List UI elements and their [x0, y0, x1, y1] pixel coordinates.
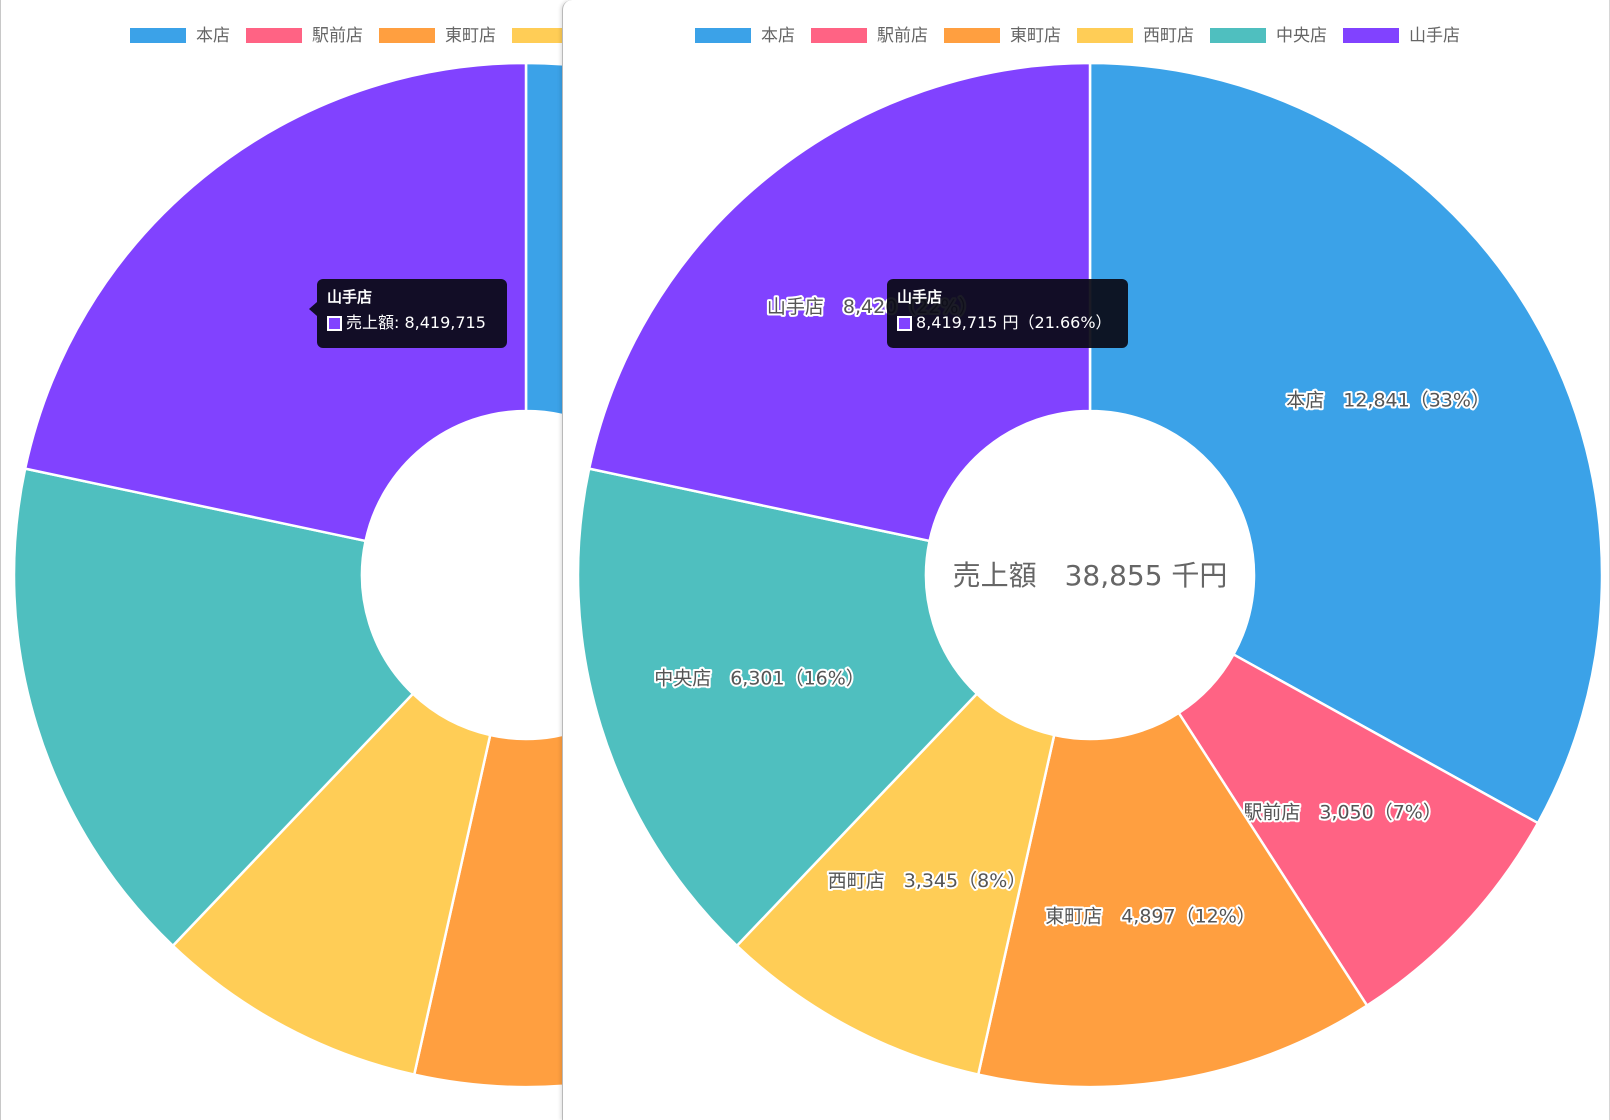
right-legend-label-1: 本店 — [761, 26, 795, 46]
right-donut-label-slice-2: 駅前店 3,050（7%） — [1243, 802, 1442, 824]
right-legend-swatch-5 — [1210, 28, 1266, 43]
right-tooltip: 山手店 8,419,715 円（21.66%） — [887, 279, 1128, 348]
left-legend-swatch-4 — [512, 28, 563, 43]
right-legend-label-3: 東町店 — [1010, 26, 1061, 46]
left-legend-item-4[interactable]: 西町店 — [512, 26, 563, 46]
right-legend-item-5[interactable]: 中央店 — [1210, 26, 1327, 46]
left-legend-item-1[interactable]: 本店 — [130, 26, 230, 46]
left-donut-slice-3[interactable] — [412, 713, 563, 1089]
left-legend-label-1: 本店 — [196, 26, 230, 46]
right-donut-slice-5[interactable] — [576, 467, 979, 947]
right-donut-label-slice-1: 本店 12,841（33%） — [1286, 389, 1490, 411]
right-tooltip-value: 8,419,715 円（21.66%） — [916, 313, 1112, 332]
left-tooltip: 山手店 売上額: 8,419,715 — [317, 279, 507, 348]
right-tooltip-swatch — [897, 315, 912, 331]
right-legend-swatch-2 — [811, 28, 867, 43]
right-donut-chart: 本店 12,841（33%） 駅前店 3,050（7%） 東町店 4,897（12%… — [576, 26, 1604, 1089]
left-legend-item-3[interactable]: 東町店 — [379, 26, 496, 46]
right-tooltip-body: 8,419,715 円（21.66%） — [897, 313, 1118, 333]
right-chart-panel: 本店 12,841（33%） 駅前店 3,050（7%） 東町店 4,897（12%… — [562, 0, 1610, 1120]
right-legend-item-2[interactable]: 駅前店 — [811, 26, 928, 46]
right-legend-label-4: 西町店 — [1143, 26, 1194, 46]
right-donut-slice-6[interactable] — [587, 61, 1092, 543]
right-legend-swatch-4 — [1077, 28, 1133, 43]
right-donut-slice-4[interactable] — [735, 692, 1056, 1076]
left-legend-label-2: 駅前店 — [312, 26, 363, 46]
right-legend-swatch-3 — [944, 28, 1000, 43]
right-legend-label-2: 駅前店 — [877, 26, 928, 46]
left-legend-label-3: 東町店 — [445, 26, 496, 46]
right-legend-label-5: 中央店 — [1276, 26, 1327, 46]
left-legend-item-2[interactable]: 駅前店 — [246, 26, 363, 46]
right-donut-label-slice-5: 中央店 6,301（16%） — [654, 667, 865, 689]
right-tooltip-title: 山手店 — [897, 288, 943, 306]
left-donut-slice-6[interactable] — [23, 61, 528, 543]
left-donut-slice-4[interactable] — [171, 692, 492, 1076]
left-donut-slice-5[interactable] — [12, 467, 415, 947]
left-tooltip-caret — [309, 302, 317, 316]
left-legend-swatch-3 — [379, 28, 435, 43]
right-donut-slice-2[interactable] — [1177, 653, 1540, 1007]
left-tooltip-swatch — [327, 315, 342, 331]
donut-center-total: 売上額 38,855 千円 — [953, 559, 1228, 592]
left-tooltip-value: 売上額: 8,419,715 — [346, 313, 486, 332]
left-donut-slice-1[interactable] — [524, 61, 563, 823]
right-legend-item-1[interactable]: 本店 — [695, 26, 795, 46]
right-donut-slice-1[interactable] — [1088, 61, 1604, 825]
right-legend-item-4[interactable]: 西町店 — [1077, 26, 1194, 46]
right-legend-label-6: 山手店 — [1409, 26, 1460, 46]
right-legend-swatch-6 — [1343, 28, 1399, 43]
right-donut-slice-3[interactable] — [976, 711, 1369, 1089]
right-legend-swatch-1 — [695, 28, 751, 43]
left-legend-swatch-1 — [130, 28, 186, 43]
right-donut-label-slice-4: 西町店 3,345（8%） — [828, 870, 1027, 892]
left-legend-swatch-2 — [246, 28, 302, 43]
left-tooltip-title: 山手店 — [327, 288, 373, 306]
right-legend-item-6[interactable]: 山手店 — [1343, 26, 1460, 46]
right-legend-item-3[interactable]: 東町店 — [944, 26, 1061, 46]
left-tooltip-body: 売上額: 8,419,715 — [327, 313, 497, 333]
right-donut-label-slice-3: 東町店 4,897（12%） — [1045, 906, 1256, 928]
